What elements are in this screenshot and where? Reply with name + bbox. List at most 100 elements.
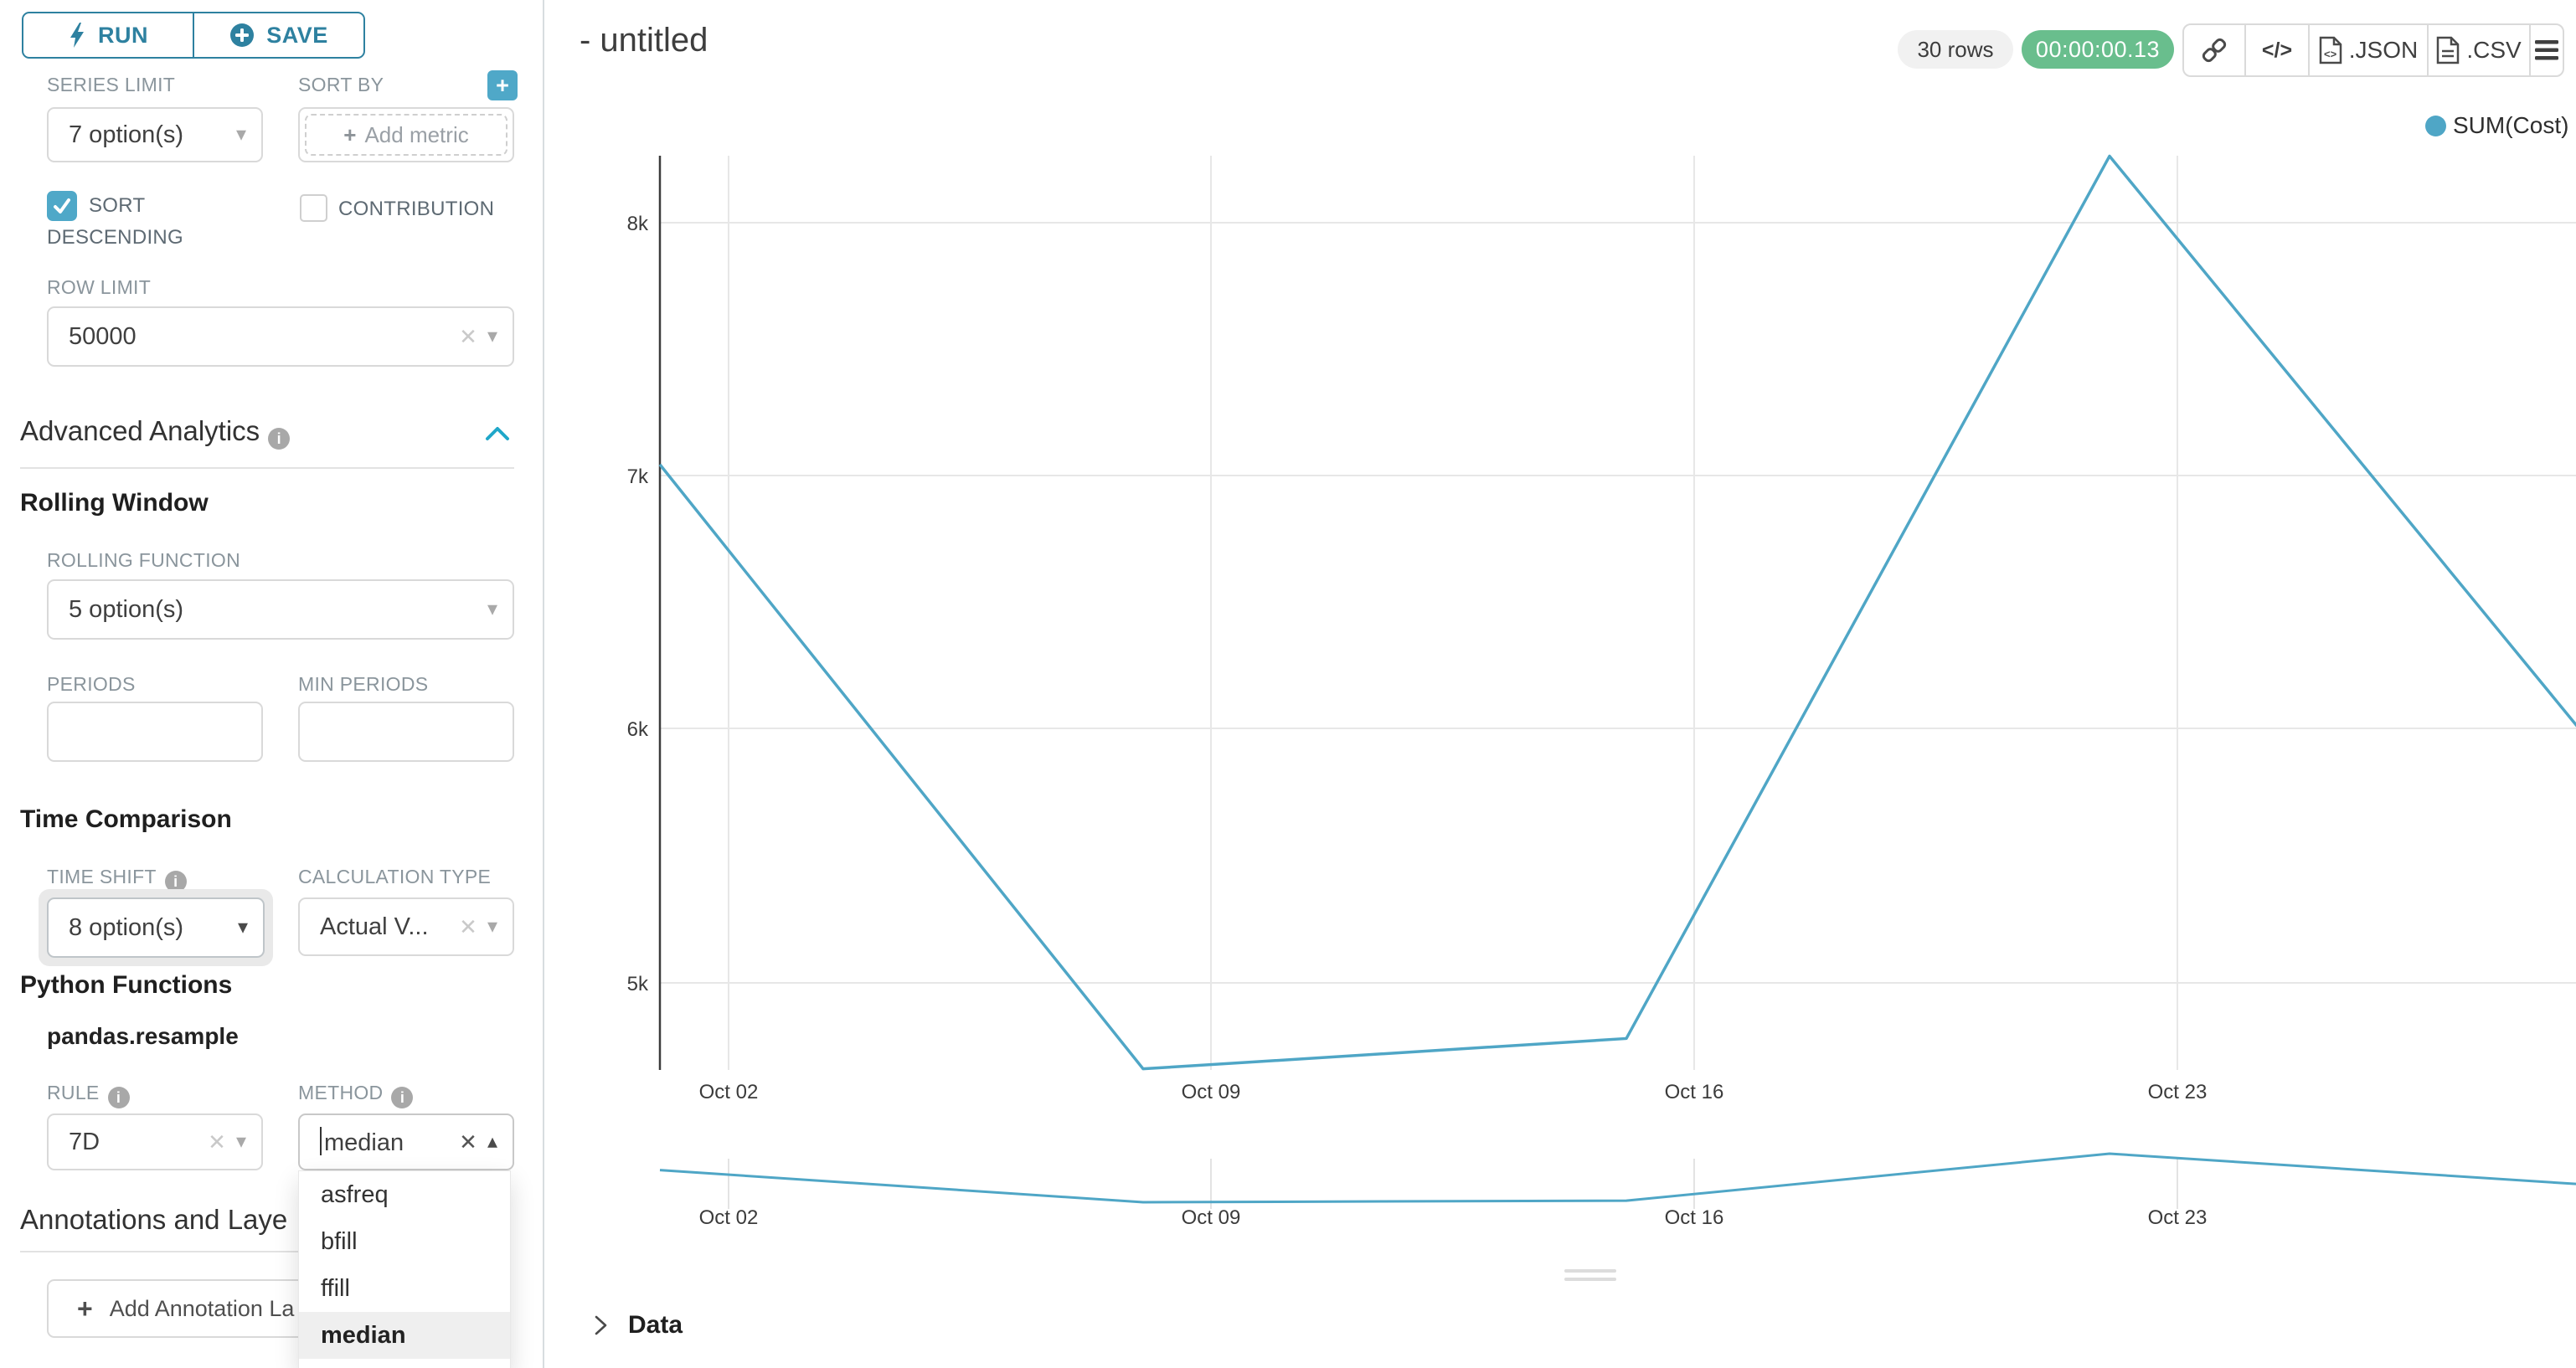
mini-x-tick-label: Oct 02	[699, 1206, 759, 1229]
line-chart[interactable]: 8k 7k 6k 5k Oct 02 Oct 09 Oct 16 Oct 23 Oct 02 Oc…	[544, 0, 2576, 1368]
time-shift-select[interactable]: 8 option(s) ▾	[47, 897, 265, 958]
csv-label: .CSV	[2466, 37, 2522, 63]
x-tick-label: Oct 09	[1182, 1081, 1241, 1103]
hamburger-menu-icon	[2535, 40, 2558, 60]
copy-link-button[interactable]	[2184, 25, 2246, 75]
x-tick-label: Oct 16	[1665, 1081, 1724, 1103]
chart-menu-button[interactable]	[2531, 25, 2563, 75]
rule-value: 7D	[69, 1128, 100, 1155]
embed-code-button[interactable]: </>	[2246, 25, 2310, 75]
run-button[interactable]: RUN	[23, 13, 194, 57]
export-csv-button[interactable]: .CSV	[2429, 25, 2531, 75]
json-file-icon: <>	[2319, 36, 2342, 64]
method-value-text: median	[324, 1129, 404, 1156]
rule-label-text: RULE	[47, 1082, 100, 1103]
mini-x-tick-label: Oct 16	[1665, 1206, 1724, 1229]
export-toolbar: </> <> .JSON .CSV	[2182, 23, 2564, 77]
query-timer-badge: 00:00:00.13	[2022, 30, 2174, 69]
time-shift-label-text: TIME SHIFT	[47, 866, 157, 887]
controls-sidebar: RUN SAVE SERIES LIMIT SORT BY + 7 option…	[0, 0, 544, 1368]
method-label-text: METHOD	[298, 1082, 384, 1103]
method-label: METHOD i	[298, 1082, 414, 1108]
clear-icon[interactable]: ✕	[459, 324, 477, 349]
method-select[interactable]: median ✕ ▴	[298, 1113, 514, 1170]
resize-handle-bar[interactable]	[1564, 1278, 1616, 1281]
add-annotation-label: Add Annotation La	[109, 1295, 295, 1321]
rolling-function-select[interactable]: 5 option(s) ▾	[47, 579, 514, 640]
row-limit-select[interactable]: 50000 ✕ ▾	[47, 306, 514, 367]
legend-series-dot	[2425, 115, 2446, 136]
min-periods-input[interactable]	[298, 702, 514, 762]
add-metric-placeholder: Add metric	[364, 121, 469, 147]
series-limit-select[interactable]: 7 option(s) ▾	[47, 107, 263, 162]
mini-preview-line	[659, 1152, 2576, 1204]
advanced-analytics-header[interactable]: Advanced Analytics i	[20, 415, 291, 450]
chevron-up-icon[interactable]	[484, 425, 511, 442]
sort-descending-label-line2: DESCENDING	[47, 226, 184, 249]
sort-by-select[interactable]: + Add metric	[298, 107, 514, 162]
periods-input[interactable]	[47, 702, 263, 762]
method-option-median[interactable]: median	[299, 1312, 510, 1359]
clear-icon[interactable]: ✕	[459, 1129, 477, 1155]
chevron-down-icon: ▾	[235, 123, 246, 146]
data-panel-toggle[interactable]: Data	[591, 1311, 683, 1340]
calculation-type-value: Actual V...	[320, 913, 429, 940]
annotations-layers-title: Annotations and Laye	[20, 1204, 288, 1235]
series-line-sum-cost	[658, 154, 2576, 1071]
method-option-asfreq[interactable]: asfreq	[321, 1180, 389, 1208]
method-dropdown-menu: asfreq bfill ffill median	[298, 1170, 511, 1368]
series-limit-label: SERIES LIMIT	[47, 74, 176, 95]
rolling-window-title: Rolling Window	[20, 489, 209, 517]
section-divider	[20, 1251, 298, 1252]
rule-label: RULE i	[47, 1082, 130, 1108]
csv-file-icon	[2437, 36, 2460, 64]
sort-descending-checkbox[interactable]	[47, 191, 77, 221]
info-icon: i	[391, 1087, 414, 1108]
calculation-type-label: CALCULATION TYPE	[298, 866, 492, 887]
periods-label: PERIODS	[47, 673, 136, 695]
row-count-badge: 30 rows	[1898, 30, 2013, 69]
min-periods-label: MIN PERIODS	[298, 673, 429, 695]
add-sort-metric-plus-button[interactable]: +	[487, 70, 518, 100]
x-tick-label: Oct 02	[699, 1081, 759, 1103]
section-divider	[20, 467, 514, 469]
mini-x-tick-label: Oct 09	[1182, 1206, 1241, 1229]
check-icon	[54, 198, 70, 213]
export-json-button[interactable]: <> .JSON	[2310, 25, 2429, 75]
clear-icon[interactable]: ✕	[208, 1129, 226, 1155]
periods-field-wrap	[47, 702, 263, 762]
json-label: .JSON	[2348, 37, 2419, 63]
y-tick-label: 7k	[627, 465, 649, 488]
calculation-type-select[interactable]: Actual V... ✕ ▾	[298, 897, 514, 956]
contribution-checkbox[interactable]	[300, 194, 327, 222]
contribution-label: CONTRIBUTION	[338, 198, 495, 220]
advanced-analytics-title: Advanced Analytics	[20, 415, 260, 446]
chevron-up-icon: ▴	[487, 1130, 497, 1153]
y-tick-label: 8k	[627, 213, 649, 235]
legend-series-label: SUM(Cost)	[2453, 112, 2569, 138]
chart-title[interactable]: - untitled	[580, 22, 708, 59]
method-option-ffill[interactable]: ffill	[321, 1274, 350, 1302]
rule-select[interactable]: 7D ✕ ▾	[47, 1113, 263, 1170]
chart-legend[interactable]: SUM(Cost)	[2425, 112, 2568, 139]
time-comparison-title: Time Comparison	[20, 805, 232, 833]
resize-handle-bar[interactable]	[1564, 1269, 1616, 1273]
method-option-bfill[interactable]: bfill	[321, 1227, 358, 1255]
link-icon	[2202, 38, 2227, 63]
series-limit-value: 7 option(s)	[69, 121, 184, 148]
python-functions-title: Python Functions	[20, 971, 233, 999]
chevron-down-icon: ▾	[487, 598, 497, 620]
save-button[interactable]: SAVE	[194, 13, 363, 57]
plus-icon: +	[343, 121, 357, 147]
save-button-label: SAVE	[266, 22, 328, 48]
code-icon: </>	[2261, 38, 2293, 62]
add-metric-dropzone[interactable]: + Add metric	[305, 114, 507, 156]
mini-x-tick-label: Oct 23	[2148, 1206, 2208, 1229]
time-shift-value: 8 option(s)	[69, 913, 184, 941]
clear-icon[interactable]: ✕	[459, 914, 477, 939]
rolling-function-label: ROLLING FUNCTION	[47, 549, 240, 571]
svg-text:<>: <>	[2324, 48, 2337, 60]
chevron-down-icon: ▾	[487, 325, 497, 347]
x-tick-label: Oct 23	[2148, 1081, 2208, 1103]
